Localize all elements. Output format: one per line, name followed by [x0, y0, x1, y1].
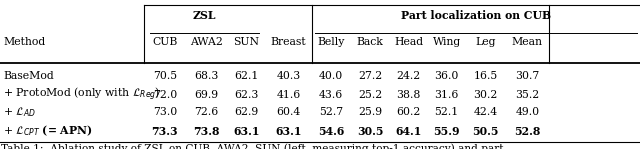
Text: Method: Method [3, 37, 45, 47]
Text: SUN: SUN [234, 37, 259, 47]
Text: 54.6: 54.6 [318, 126, 344, 137]
Text: $+\ \mathcal{L}_{AD}$: $+\ \mathcal{L}_{AD}$ [3, 106, 36, 119]
Text: 24.2: 24.2 [397, 71, 420, 81]
Text: 38.8: 38.8 [396, 90, 421, 100]
Text: 55.9: 55.9 [433, 126, 460, 137]
Text: 52.8: 52.8 [514, 126, 541, 137]
Text: 70.5: 70.5 [153, 71, 177, 81]
Text: Belly: Belly [317, 37, 345, 47]
Text: 30.5: 30.5 [357, 126, 383, 137]
Text: 36.0: 36.0 [435, 71, 459, 81]
Text: 60.4: 60.4 [276, 107, 301, 118]
Text: 25.2: 25.2 [358, 90, 382, 100]
Text: 42.4: 42.4 [474, 107, 498, 118]
Text: 72.0: 72.0 [153, 90, 177, 100]
Text: 31.6: 31.6 [435, 90, 459, 100]
Text: ZSL: ZSL [193, 10, 216, 21]
Text: 41.6: 41.6 [276, 90, 301, 100]
Text: 62.3: 62.3 [234, 90, 259, 100]
Text: 25.9: 25.9 [358, 107, 382, 118]
Text: 50.5: 50.5 [472, 126, 499, 137]
Text: CUB: CUB [152, 37, 177, 47]
Text: Head: Head [394, 37, 423, 47]
Text: 40.3: 40.3 [276, 71, 301, 81]
Text: Mean: Mean [512, 37, 543, 47]
Text: Part localization on CUB: Part localization on CUB [401, 10, 551, 21]
Text: 72.6: 72.6 [195, 107, 218, 118]
Text: + ProtoMod (only with $\mathcal{L}_{Reg}$): + ProtoMod (only with $\mathcal{L}_{Reg}… [3, 86, 161, 103]
Text: 35.2: 35.2 [515, 90, 540, 100]
Text: 62.9: 62.9 [234, 107, 259, 118]
Text: 63.1: 63.1 [275, 126, 302, 137]
Text: AWA2: AWA2 [190, 37, 223, 47]
Text: 73.3: 73.3 [152, 126, 178, 137]
Text: $+\ \mathcal{L}_{CPT}$ (= APN): $+\ \mathcal{L}_{CPT}$ (= APN) [3, 124, 93, 138]
Text: 73.0: 73.0 [153, 107, 177, 118]
Text: Table 1:  Ablation study of ZSL on CUB, AWA2, SUN (left, measuring top-1 accurac: Table 1: Ablation study of ZSL on CUB, A… [1, 144, 504, 149]
Text: 68.3: 68.3 [194, 71, 219, 81]
Text: 16.5: 16.5 [474, 71, 498, 81]
Text: 69.9: 69.9 [195, 90, 218, 100]
Text: 52.7: 52.7 [319, 107, 343, 118]
Text: 64.1: 64.1 [396, 126, 422, 137]
Text: Breast: Breast [271, 37, 307, 47]
Text: 63.1: 63.1 [233, 126, 260, 137]
Text: 30.7: 30.7 [515, 71, 540, 81]
Text: 43.6: 43.6 [319, 90, 343, 100]
Text: 30.2: 30.2 [474, 90, 498, 100]
Text: 40.0: 40.0 [319, 71, 343, 81]
Text: 73.8: 73.8 [193, 126, 220, 137]
Text: BaseMod: BaseMod [3, 71, 54, 81]
Text: Wing: Wing [433, 37, 461, 47]
Text: Leg: Leg [476, 37, 496, 47]
Text: 62.1: 62.1 [234, 71, 259, 81]
Text: 60.2: 60.2 [396, 107, 421, 118]
Text: Back: Back [357, 37, 383, 47]
Text: 49.0: 49.0 [515, 107, 540, 118]
Text: 52.1: 52.1 [435, 107, 459, 118]
Text: 27.2: 27.2 [358, 71, 382, 81]
